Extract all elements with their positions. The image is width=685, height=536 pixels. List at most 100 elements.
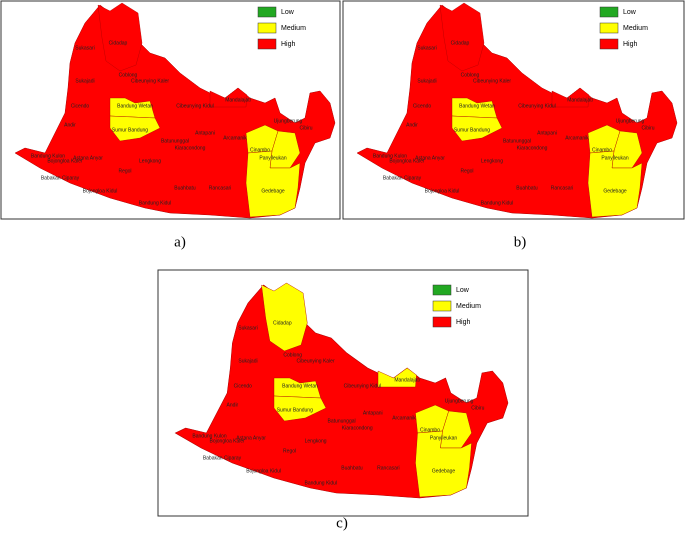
district-label: Gedebage — [261, 188, 285, 194]
district-label: Astana Anyar — [415, 155, 445, 161]
district-label: Bandung Wetan — [459, 103, 495, 109]
district-label: Cibiru — [471, 405, 484, 411]
district — [439, 2, 485, 72]
legend-label: Medium — [456, 303, 481, 310]
district-label: Bojongloa Kaler — [389, 158, 425, 164]
district — [97, 2, 143, 72]
legend-swatch — [257, 6, 277, 18]
district-label: Panyileukan — [430, 435, 457, 441]
district-label: Buahbatu — [341, 465, 363, 471]
district-label: Bandung Kulon — [31, 153, 65, 159]
district-label: Cibeunying Kaler — [131, 78, 169, 84]
district-label: Buahbatu — [516, 185, 538, 191]
district-label: Cidadap — [451, 40, 470, 46]
district-label: Cicendo — [413, 103, 432, 109]
district-label: Cicendo — [71, 103, 90, 109]
district-label: Sukasari — [417, 45, 436, 51]
district-label: Arcamanik — [565, 135, 589, 141]
district-label: Bojongloa Kidul — [425, 188, 460, 194]
district — [415, 430, 472, 498]
district — [377, 367, 417, 388]
district-label: Babakan Ciparay — [383, 175, 422, 181]
district-label: Bojongloa Kaler — [47, 158, 83, 164]
panel-frame — [0, 0, 341, 220]
legend-swatch — [432, 316, 452, 328]
district-label: Bojongloa Kidul — [83, 188, 118, 194]
legend-label: Low — [456, 287, 470, 294]
legend-swatch — [599, 38, 619, 50]
district-label: Cinambo — [420, 427, 440, 433]
legend-label: Low — [623, 9, 637, 16]
district-label: Cibiru — [299, 125, 312, 131]
district-label: Bandung Kidul — [481, 200, 514, 206]
district-label: Ujungberung — [616, 118, 645, 124]
caption: b) — [514, 234, 527, 250]
district-label: Astana Anyar — [73, 155, 103, 161]
district-label: Mandalajati — [567, 97, 593, 103]
district-label: Sumur Bandung — [277, 407, 313, 413]
district-label: Bandung Wetan — [117, 103, 153, 109]
district-label: Arcamanik — [392, 415, 416, 421]
district-label: Bandung Kidul — [139, 200, 172, 206]
district-label: Cibiru — [641, 125, 654, 131]
caption: c) — [336, 515, 348, 531]
district — [209, 87, 248, 108]
caption: a) — [174, 234, 186, 250]
district-label: Gedebage — [603, 188, 627, 194]
district-label: Arcamanik — [223, 135, 247, 141]
district-label: Andir — [227, 402, 239, 408]
district-label: Cidadap — [273, 320, 292, 326]
district-label: Sukajadi — [75, 78, 94, 84]
map — [14, 2, 336, 219]
district-label: Coblong — [461, 72, 480, 78]
district-label: Sukajadi — [238, 358, 257, 364]
district-label: Bandung Kulon — [192, 433, 226, 439]
district-label: Batununggal — [328, 418, 356, 424]
legend-swatch — [257, 22, 277, 34]
map — [174, 282, 509, 499]
district-label: Regol — [460, 168, 473, 174]
district-label: Sumur Bandung — [454, 127, 490, 133]
legend-swatch — [432, 300, 452, 312]
district-label: Mandalajati — [394, 377, 420, 383]
district-label: Cibeunying Kidul — [518, 103, 556, 109]
district-label: Bandung Kidul — [305, 480, 338, 486]
district-label: Panyileukan — [259, 155, 286, 161]
district — [261, 282, 308, 352]
district-label: Babakan Ciparay — [203, 455, 242, 461]
district-label: Cinambo — [250, 147, 270, 153]
district-label: Sumur Bandung — [112, 127, 148, 133]
district — [245, 150, 301, 218]
panel-frame — [157, 269, 529, 517]
legend-label: Medium — [623, 25, 648, 32]
district-label: Kiaracondong — [517, 145, 548, 151]
district-label: Cicendo — [234, 383, 253, 389]
district-label: Antapani — [363, 410, 383, 416]
map — [356, 2, 678, 219]
district-label: Batununggal — [503, 138, 531, 144]
district-label: Ujungberung — [274, 118, 303, 124]
district-label: Andir — [406, 122, 418, 128]
district-label: Bojongloa Kaler — [210, 438, 246, 444]
district-label: Lengkong — [139, 158, 161, 164]
district-label: Coblong — [283, 352, 302, 358]
district-label: Kiaracondong — [342, 425, 373, 431]
district-label: Ujungberung — [445, 398, 474, 404]
district-label: Antapani — [195, 130, 215, 136]
district-label: Bandung Kulon — [373, 153, 407, 159]
district-label: Rancasari — [209, 185, 232, 191]
district-label: Babakan Ciparay — [41, 175, 80, 181]
legend-swatch — [599, 6, 619, 18]
district-label: Bojongloa Kidul — [246, 468, 281, 474]
district-label: Sukasari — [238, 325, 257, 331]
legend-label: High — [281, 41, 296, 48]
district-label: Panyileukan — [601, 155, 628, 161]
district-label: Batununggal — [161, 138, 189, 144]
district-label: Mandalajati — [225, 97, 251, 103]
district-label: Cibeunying Kidul — [344, 383, 382, 389]
district-label: Sukajadi — [417, 78, 436, 84]
legend-label: High — [456, 319, 471, 326]
district — [109, 115, 161, 142]
legend-label: High — [623, 41, 638, 48]
district-label: Sukasari — [75, 45, 94, 51]
